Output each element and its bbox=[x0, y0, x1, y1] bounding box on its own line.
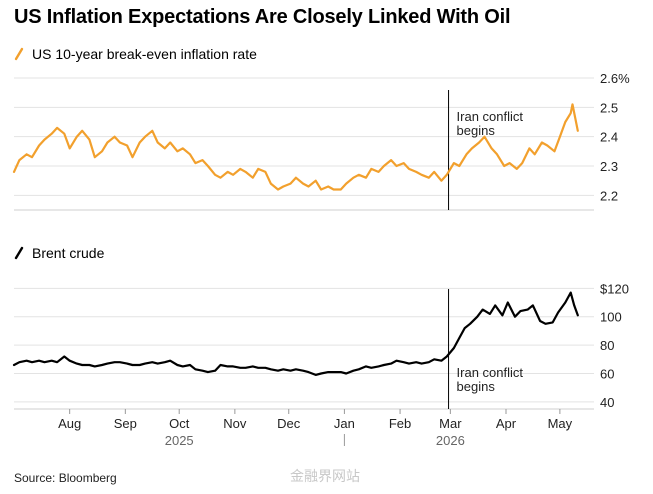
x-tick-label: Nov bbox=[223, 416, 247, 431]
x-tick-label: Feb bbox=[389, 416, 411, 431]
y-tick-label: 80 bbox=[600, 338, 614, 353]
x-tick-label: Sep bbox=[114, 416, 137, 431]
annotation-text: begins bbox=[457, 123, 496, 138]
x-tick-label: Apr bbox=[496, 416, 517, 431]
series-line-0 bbox=[12, 103, 579, 191]
x-axis: Aug Sep Oct Nov Dec Jan Feb Mar Apr May 2025 2026 bbox=[58, 409, 573, 448]
x-tick-label: Mar bbox=[439, 416, 462, 431]
source-note: Source: Bloomberg bbox=[14, 471, 117, 485]
y-tick-label: 2.6% bbox=[600, 71, 630, 86]
annotation-text: Iran conflict bbox=[457, 109, 524, 124]
annotation-text: begins bbox=[457, 379, 496, 394]
x-tick-label: Oct bbox=[169, 416, 190, 431]
y-tick-label: 60 bbox=[600, 367, 614, 382]
legend-breakeven-swatch bbox=[14, 47, 24, 61]
y-tick-label: 2.5 bbox=[600, 100, 618, 115]
legend-brent-label: Brent crude bbox=[32, 245, 105, 261]
annotation-text: Iran conflict bbox=[457, 365, 524, 380]
legend-brent-swatch bbox=[14, 246, 24, 260]
y-tick-label: 100 bbox=[600, 310, 622, 325]
legend-brent: Brent crude bbox=[14, 245, 104, 261]
y-tick-label: 2.2 bbox=[600, 188, 618, 203]
x-tick-label: Dec bbox=[277, 416, 301, 431]
x-tick-label: Aug bbox=[58, 416, 81, 431]
y-tick-label: $120 bbox=[600, 281, 629, 296]
x-tick-label: Jan bbox=[334, 416, 355, 431]
y-tick-label: 40 bbox=[600, 395, 614, 410]
y-tick-label: 2.4 bbox=[600, 130, 618, 145]
x-tick-label: May bbox=[548, 416, 573, 431]
legend-breakeven-label: US 10-year break-even inflation rate bbox=[32, 46, 257, 62]
watermark: 金融界网站 bbox=[290, 468, 360, 484]
year-label: 2025 bbox=[165, 433, 194, 448]
series-line-1 bbox=[12, 291, 579, 376]
y-tick-label: 2.3 bbox=[600, 159, 618, 174]
legend-breakeven: US 10-year break-even inflation rate bbox=[14, 46, 257, 62]
year-label: 2026 bbox=[436, 433, 465, 448]
chart-title: US Inflation Expectations Are Closely Li… bbox=[14, 6, 511, 28]
